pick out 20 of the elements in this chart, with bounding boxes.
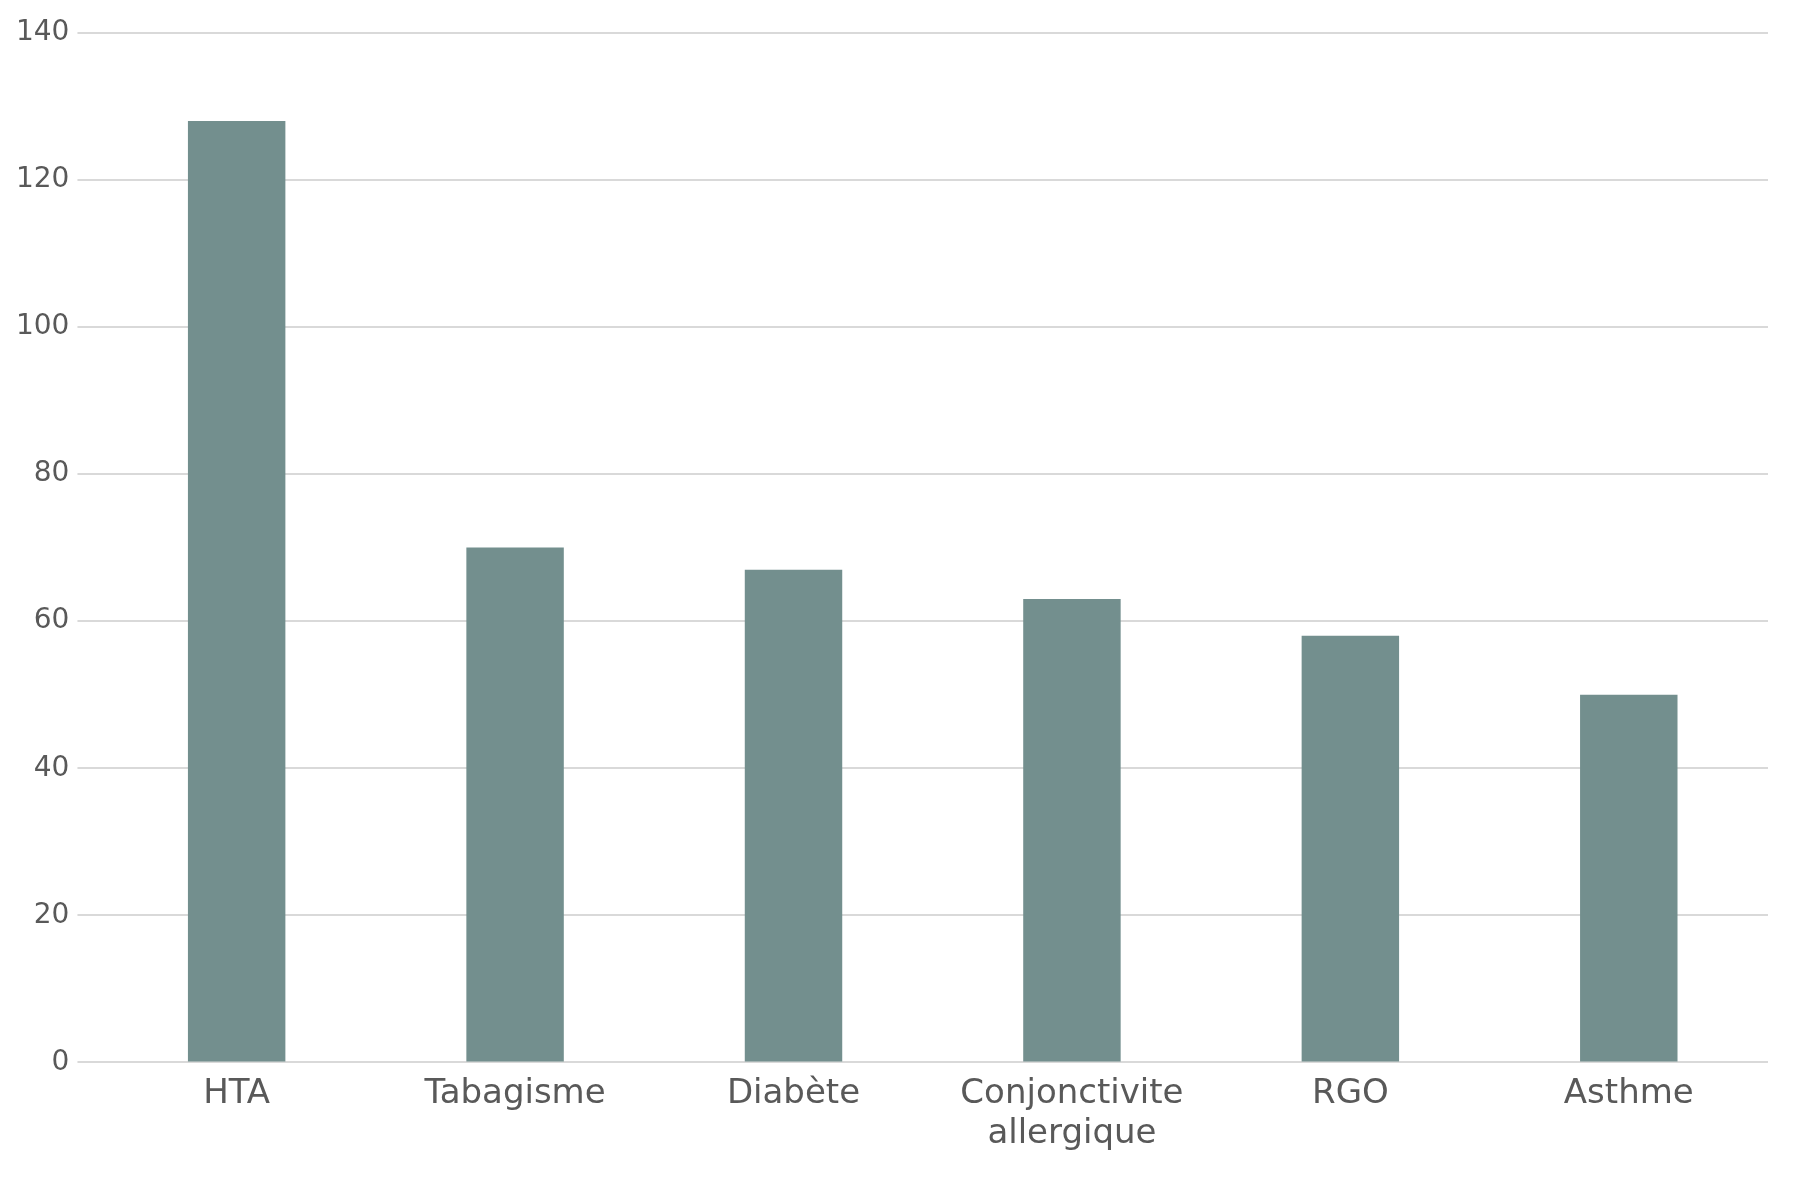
bar — [466, 547, 564, 1062]
x-tick-label: Diabète — [726, 1070, 861, 1111]
y-tick-label: 140 — [15, 14, 70, 48]
y-tick-label: 80 — [33, 455, 70, 489]
y-tick-label: 120 — [15, 161, 70, 195]
bar — [1580, 694, 1678, 1062]
y-tick-label: 100 — [15, 308, 70, 342]
x-tick-label: Asthme — [1563, 1070, 1694, 1111]
bar — [187, 121, 286, 1062]
x-tick-label: HTA — [203, 1070, 271, 1111]
bar — [1023, 599, 1121, 1062]
x-tick-label: Conjonctivite allergique — [960, 1070, 1184, 1152]
bar — [1301, 635, 1400, 1062]
y-tick-label: 0 — [51, 1043, 70, 1077]
x-tick-label: Tabagisme — [423, 1070, 606, 1111]
y-tick-label: 20 — [33, 896, 70, 930]
y-tick-label: 60 — [33, 602, 70, 636]
y-tick-label: 40 — [33, 749, 70, 783]
bar — [744, 569, 843, 1062]
x-tick-label: RGO — [1311, 1070, 1389, 1111]
